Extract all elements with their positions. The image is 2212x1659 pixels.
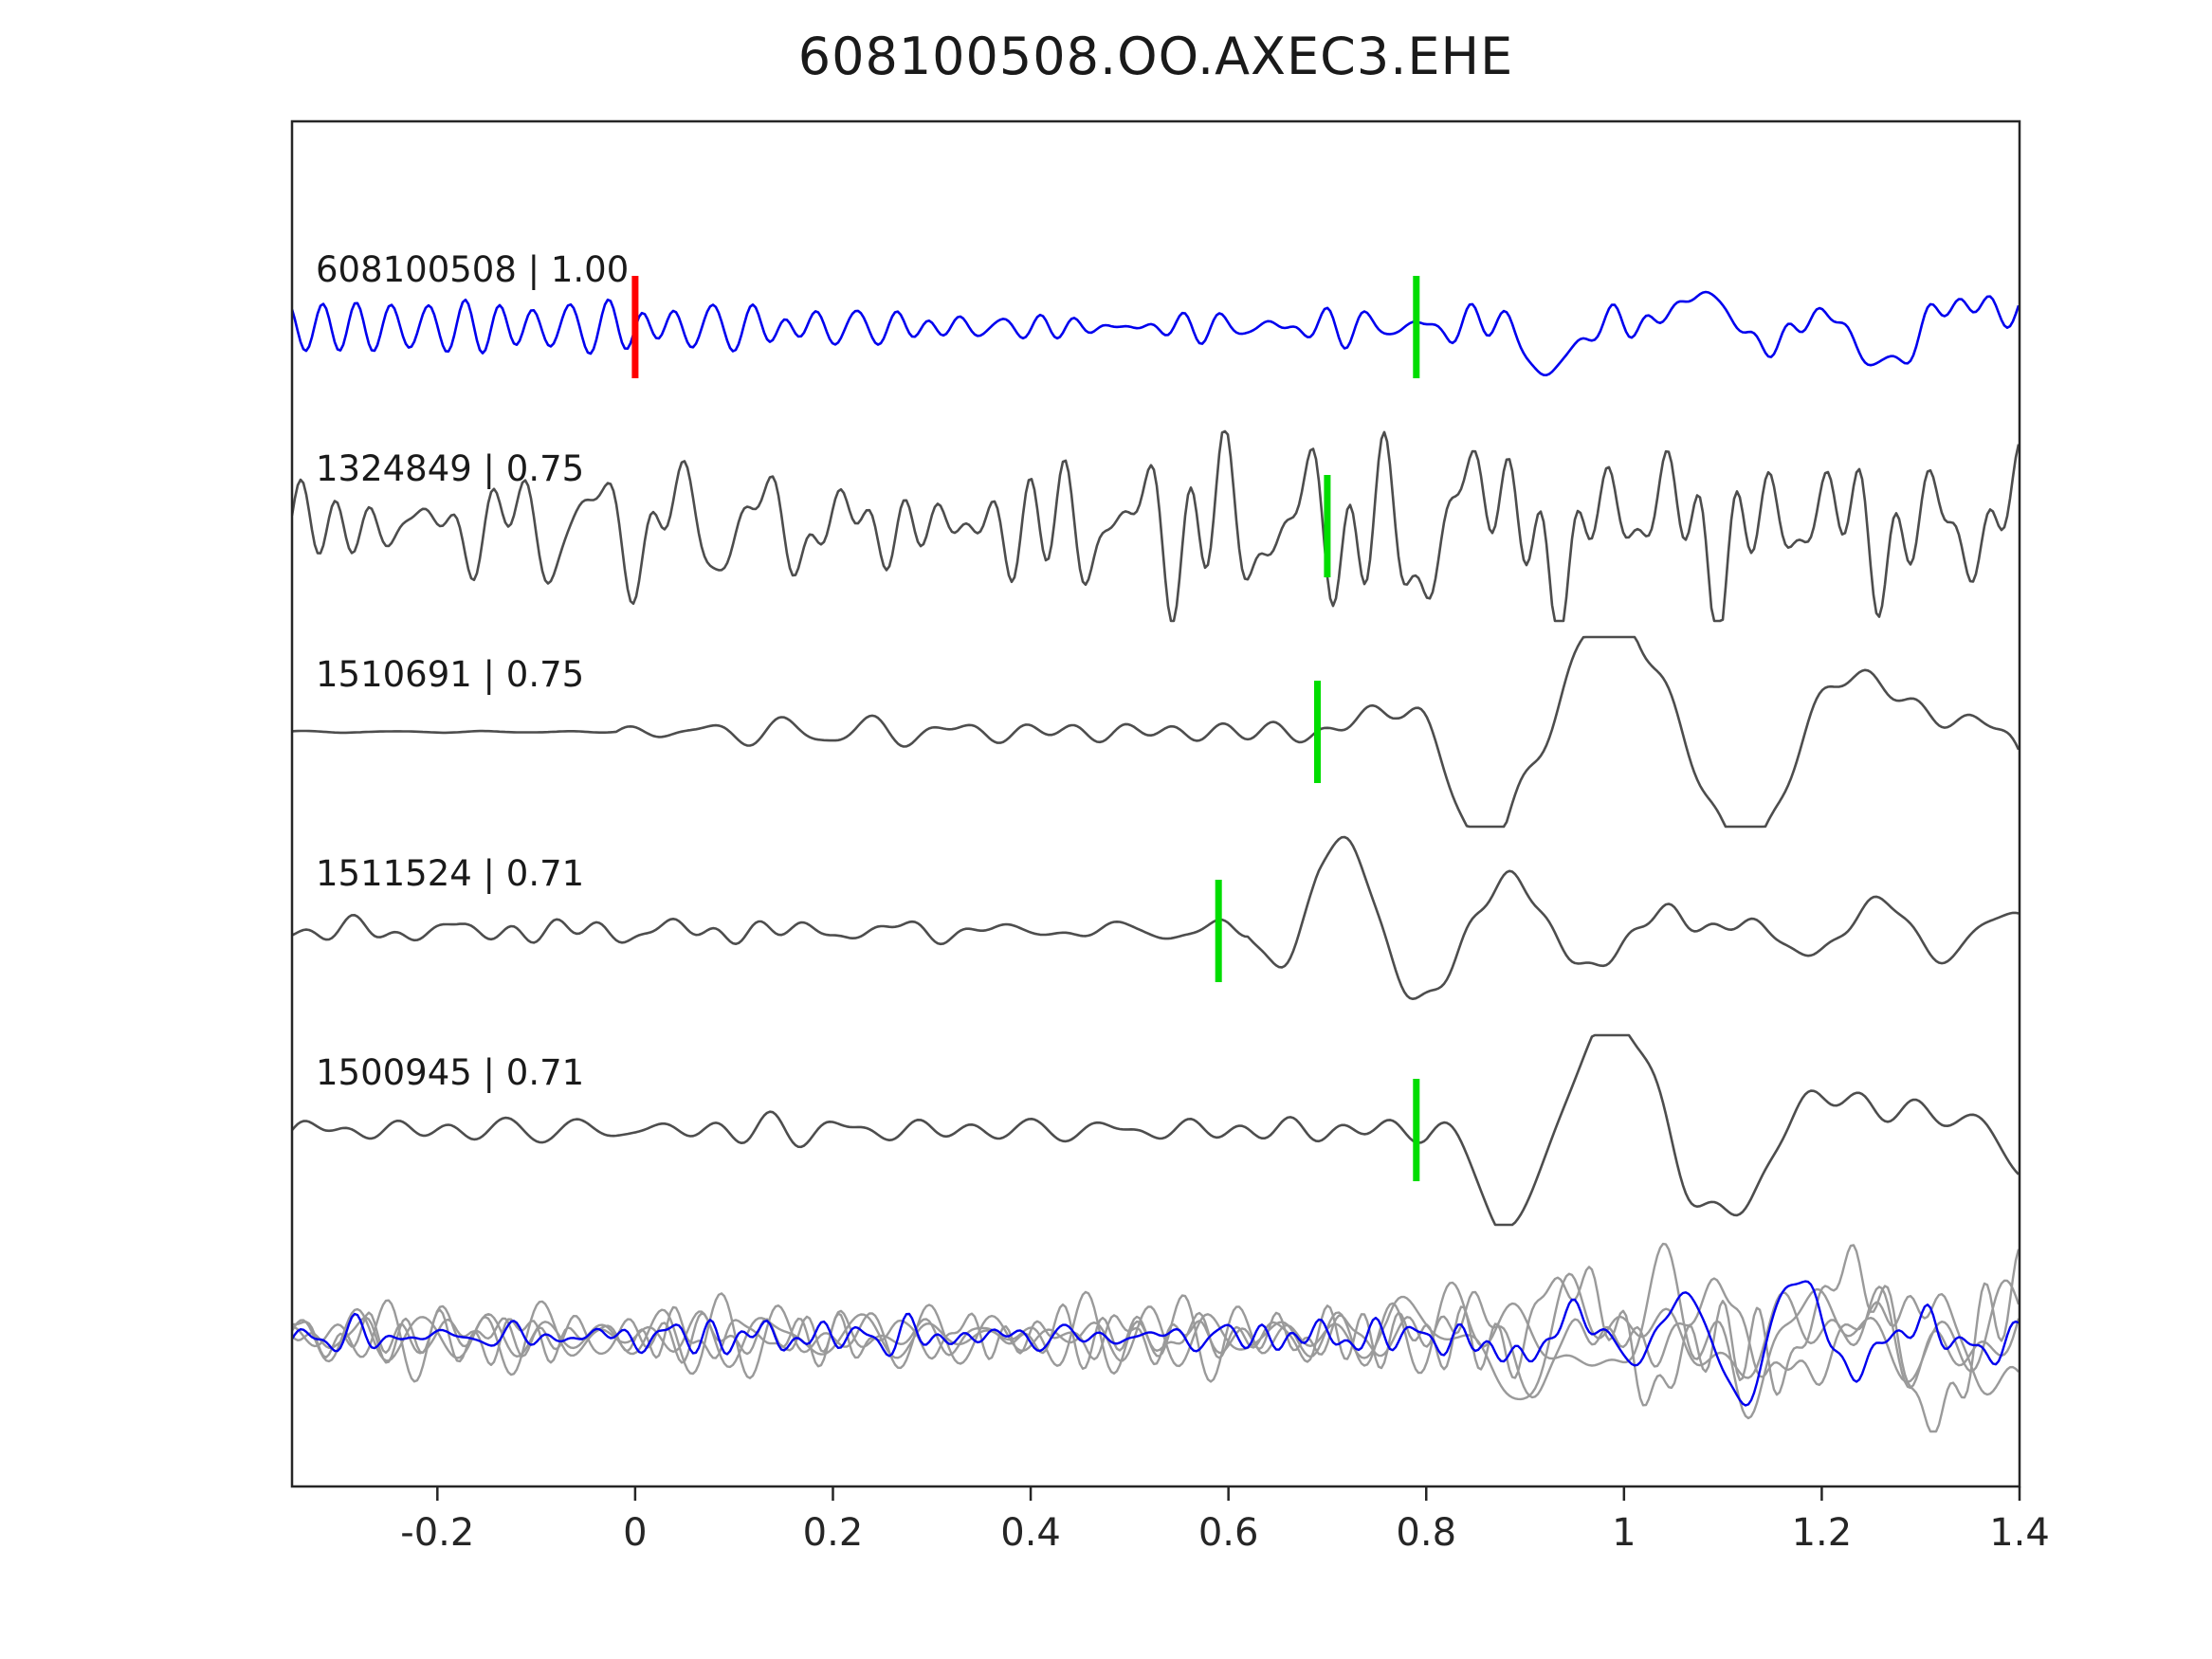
waveform-trace-1500945 bbox=[292, 1033, 2020, 1227]
overlay-trace-overlay-template-blue bbox=[292, 1280, 2020, 1407]
pick-marker bbox=[1314, 681, 1321, 783]
trace-label-1510691: 1510691 | 0.75 bbox=[316, 654, 584, 695]
trace-label-608100508: 608100508 | 1.00 bbox=[316, 249, 629, 290]
x-tick-label: -0.2 bbox=[400, 1511, 474, 1555]
pick-marker bbox=[1215, 880, 1222, 982]
overlay-trace-overlay-gray-2 bbox=[292, 1244, 2020, 1433]
x-tick-label: 0.4 bbox=[1000, 1511, 1061, 1555]
overlay-trace-overlay-gray-4 bbox=[292, 1277, 2020, 1399]
origin-marker bbox=[631, 276, 639, 378]
x-tick-label: 0.6 bbox=[1198, 1511, 1259, 1555]
x-tick-label: 1.2 bbox=[1792, 1511, 1853, 1555]
x-tick-label: 0.8 bbox=[1396, 1511, 1456, 1555]
pick-marker bbox=[1413, 1079, 1420, 1181]
waveform-trace-1324849 bbox=[292, 429, 2020, 623]
x-tick-label: 1 bbox=[1612, 1511, 1636, 1555]
trace-label-1324849: 1324849 | 0.75 bbox=[316, 448, 584, 489]
trace-label-1511524: 1511524 | 0.71 bbox=[316, 853, 584, 894]
waveform-trace-1510691 bbox=[292, 635, 2020, 829]
waveform-trace-1511524 bbox=[292, 835, 2020, 1000]
chart-title: 608100508.OO.AXEC3.EHE bbox=[797, 27, 1514, 86]
waveform-trace-608100508 bbox=[292, 290, 2020, 376]
trace-label-1500945: 1500945 | 0.71 bbox=[316, 1052, 584, 1093]
pick-marker bbox=[1324, 475, 1331, 577]
x-tick-label: 0.2 bbox=[803, 1511, 864, 1555]
x-tick-label: 1.4 bbox=[1989, 1511, 2050, 1555]
x-tick-label: 0 bbox=[623, 1511, 647, 1555]
overlay-trace-overlay-gray-1 bbox=[292, 1242, 2020, 1420]
pick-marker bbox=[1413, 276, 1420, 378]
plot-border bbox=[290, 119, 2021, 1488]
overlay-trace-overlay-gray-3 bbox=[292, 1272, 2020, 1401]
